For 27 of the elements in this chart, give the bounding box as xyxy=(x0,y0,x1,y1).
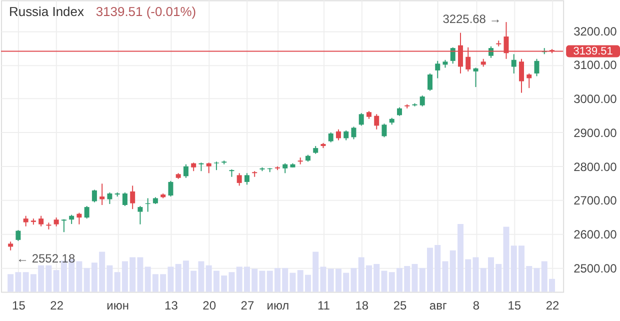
y-tick-label: 3200.00 xyxy=(574,24,618,38)
annotation: 3225.68 → xyxy=(442,12,502,26)
annotation: ← 2552.18 xyxy=(16,251,76,266)
x-tick-label: авг xyxy=(429,298,448,312)
x-tick-label: 25 xyxy=(393,298,407,312)
y-tick-label: 2900.00 xyxy=(574,126,618,140)
x-tick-label: 18 xyxy=(355,298,369,312)
chart-title: Russia Index xyxy=(8,4,84,20)
x-tick-label: 11 xyxy=(318,298,330,312)
x-tick-label: 22 xyxy=(546,298,560,312)
x-tick-label: июл xyxy=(266,298,290,312)
x-tick-label: 15 xyxy=(12,298,26,312)
y-tick-label: 2600.00 xyxy=(574,228,618,242)
y-tick-label: 2700.00 xyxy=(574,194,618,208)
chart-subtitle: 3139.51 (-0.01%) xyxy=(96,4,196,20)
x-tick-label: 8 xyxy=(472,298,480,312)
y-tick-label: 2500.00 xyxy=(574,262,618,276)
x-tick-label: 20 xyxy=(202,298,216,312)
x-tick-label: 15 xyxy=(508,298,522,312)
x-tick-label: июн xyxy=(106,298,129,312)
x-tick-label: 22 xyxy=(50,298,64,312)
y-tick-label: 3000.00 xyxy=(574,92,618,106)
ref-line-label: 3139.51 xyxy=(573,45,613,58)
y-tick-label: 3100.00 xyxy=(574,58,618,72)
x-tick-label: 27 xyxy=(240,298,254,312)
x-tick-label: 13 xyxy=(164,298,178,312)
y-tick-label: 2800.00 xyxy=(574,160,618,174)
